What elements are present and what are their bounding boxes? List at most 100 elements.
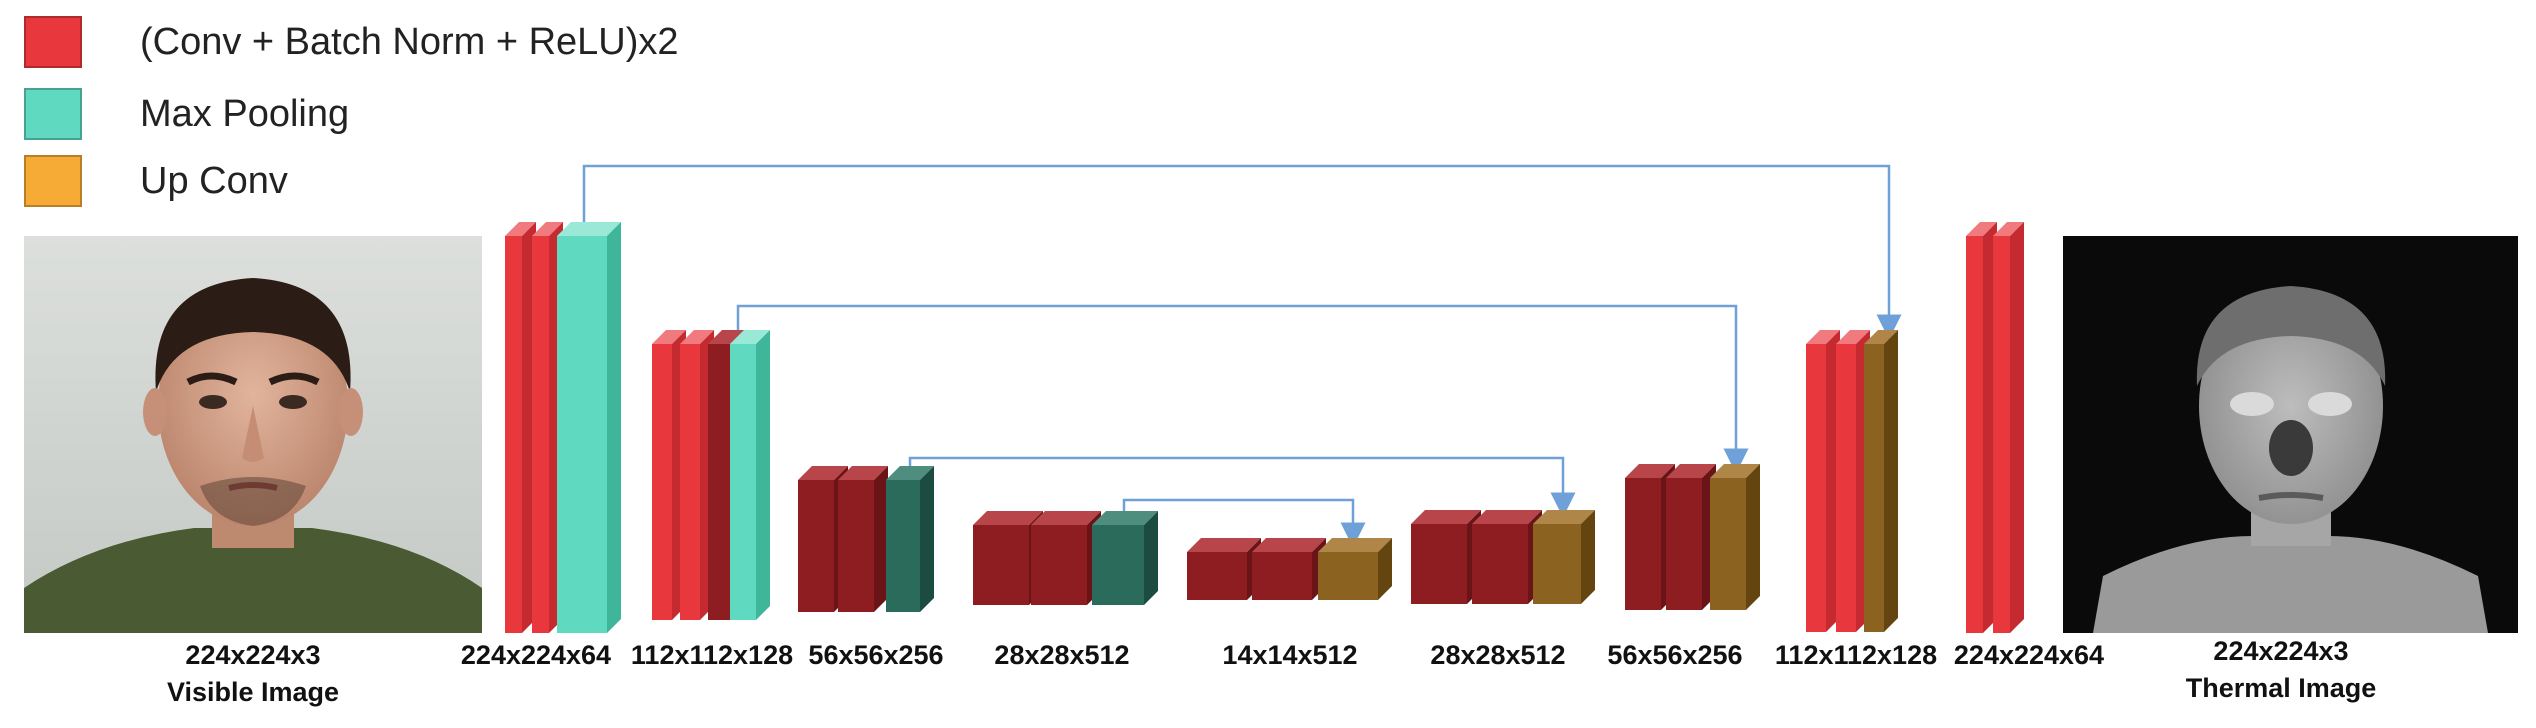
upconv-block-dec4-side-face bbox=[1581, 510, 1595, 604]
maxpool-block-enc1-side-face bbox=[607, 222, 621, 633]
stage-label-enc-3: 56x56x256 bbox=[808, 640, 944, 670]
maxpool-block-enc3-front-face bbox=[886, 480, 920, 612]
legend-label-maxpool: Max Pooling bbox=[140, 92, 350, 135]
stage-label-enc-2: 112x112x128 bbox=[630, 640, 794, 670]
stage-label-enc-1: 224x224x64 bbox=[460, 640, 612, 670]
conv-block-bottleneck-b-front-face bbox=[1252, 552, 1312, 600]
maxpool-block-enc1-front-face bbox=[557, 236, 607, 633]
conv-block-enc3-b bbox=[838, 466, 888, 612]
conv-block-dec4-b-front-face bbox=[1472, 524, 1528, 604]
feature-blocks bbox=[505, 222, 2024, 633]
conv-swatch-icon bbox=[24, 16, 82, 68]
conv-block-enc2-a-top-face bbox=[652, 330, 686, 344]
conv-block-enc1-a bbox=[505, 222, 536, 633]
stage-label-dec-4: 28x28x512 bbox=[1430, 640, 1566, 670]
conv-block-enc1-a-top-face bbox=[505, 222, 536, 236]
upconv-block-bottleneck-front-face bbox=[1318, 552, 1378, 600]
conv-block-bottleneck-b bbox=[1252, 538, 1326, 600]
maxpool-block-enc3 bbox=[886, 466, 934, 612]
conv-block-enc4-b-front-face bbox=[1031, 525, 1087, 605]
maxpool-block-enc2-top-face bbox=[730, 330, 770, 344]
conv-block-dec4-a bbox=[1411, 510, 1481, 604]
conv-block-dec1-a bbox=[1966, 222, 1997, 633]
conv-block-dec1-b-front-face bbox=[1993, 236, 2010, 633]
conv-block-enc3-a-front-face bbox=[798, 480, 834, 612]
conv-block-enc3-a-top-face bbox=[798, 466, 848, 480]
conv-block-enc2-b-front-face bbox=[680, 344, 700, 620]
maxpool-block-enc4-front-face bbox=[1092, 525, 1144, 605]
conv-block-bottleneck-b-top-face bbox=[1252, 538, 1326, 552]
skip-connection-stage2 bbox=[736, 304, 1749, 474]
conv-block-enc2-b-top-face bbox=[680, 330, 714, 344]
conv-block-dec4-a-top-face bbox=[1411, 510, 1481, 524]
conv-block-enc4-a-top-face bbox=[973, 511, 1043, 525]
conv-block-bottleneck-a-front-face bbox=[1187, 552, 1247, 600]
visible-image-caption: 224x224x3 Visible Image bbox=[153, 637, 353, 711]
conv-block-dec1-a-front-face bbox=[1966, 236, 1983, 633]
maxpool-block-enc2 bbox=[730, 330, 770, 620]
visible-image-size: 224x224x3 bbox=[185, 640, 321, 670]
maxpool-block-enc3-top-face bbox=[886, 466, 934, 480]
conv-block-enc3-a bbox=[798, 466, 848, 612]
upconv-block-dec4-top-face bbox=[1533, 510, 1595, 524]
conv-block-enc4-b-top-face bbox=[1031, 511, 1101, 525]
upconv-block-dec2-front-face bbox=[1864, 344, 1884, 632]
upconv-block-dec2-side-face bbox=[1884, 330, 1898, 632]
skip-connections bbox=[582, 164, 1902, 548]
stage-label-dec-1: 224x224x64 bbox=[1953, 640, 2105, 670]
upconv-block-dec2 bbox=[1864, 330, 1898, 632]
maxpool-block-enc3-side-face bbox=[920, 466, 934, 612]
conv-block-dec1-b-top-face bbox=[1993, 222, 2024, 236]
upconv-block-dec4-front-face bbox=[1533, 524, 1581, 604]
stage-label-dec-2: 112x112x128 bbox=[1774, 640, 1938, 670]
skip-connection-stage4 bbox=[1122, 498, 1366, 548]
maxpool-block-enc1-top-face bbox=[557, 222, 621, 236]
upconv-swatch-icon bbox=[24, 155, 82, 207]
conv-block-dec1-b bbox=[1993, 222, 2024, 633]
upconv-block-dec2-top-face bbox=[1864, 330, 1898, 344]
upconv-block-bottleneck-side-face bbox=[1378, 538, 1392, 600]
legend-label-conv: (Conv + Batch Norm + ReLU)x2 bbox=[140, 20, 679, 63]
visible-image bbox=[24, 236, 482, 633]
skip-connection-stage1 bbox=[582, 164, 1902, 340]
conv-block-enc2-c-front-face bbox=[708, 344, 730, 620]
maxpool-block-enc4-top-face bbox=[1092, 511, 1158, 525]
conv-block-dec3-a-front-face bbox=[1625, 478, 1661, 610]
maxpool-block-enc4 bbox=[1092, 511, 1158, 605]
conv-block-enc1-a-front-face bbox=[505, 236, 522, 633]
conv-block-dec4-a-front-face bbox=[1411, 524, 1467, 604]
conv-block-dec3-b bbox=[1666, 464, 1716, 610]
conv-block-dec2-b-top-face bbox=[1836, 330, 1870, 344]
legend-label-upconv: Up Conv bbox=[140, 159, 288, 202]
legend-item-conv: (Conv + Batch Norm + ReLU)x2 bbox=[24, 16, 679, 68]
conv-block-dec2-a-top-face bbox=[1806, 330, 1840, 344]
skip-connection-stage3 bbox=[908, 456, 1576, 518]
conv-block-enc3-b-top-face bbox=[838, 466, 888, 480]
stage-label-dec-3: 56x56x256 bbox=[1607, 640, 1743, 670]
conv-block-dec3-b-top-face bbox=[1666, 464, 1716, 478]
upconv-block-dec3 bbox=[1710, 464, 1760, 610]
thermal-image bbox=[2063, 236, 2518, 633]
conv-block-dec3-b-front-face bbox=[1666, 478, 1702, 610]
conv-block-dec1-b-side-face bbox=[2010, 222, 2024, 633]
visible-face-illustration bbox=[24, 236, 482, 633]
thermal-image-caption: 224x224x3 Thermal Image bbox=[2181, 633, 2381, 707]
conv-block-enc1-b-front-face bbox=[532, 236, 549, 633]
upconv-block-dec3-side-face bbox=[1746, 464, 1760, 610]
upconv-block-bottleneck-top-face bbox=[1318, 538, 1392, 552]
upconv-block-dec3-front-face bbox=[1710, 478, 1746, 610]
upconv-block-bottleneck bbox=[1318, 538, 1392, 600]
conv-block-enc2-c-top-face bbox=[708, 330, 744, 344]
conv-block-enc2-a-front-face bbox=[652, 344, 672, 620]
conv-block-dec1-a-top-face bbox=[1966, 222, 1997, 236]
maxpool-block-enc2-front-face bbox=[730, 344, 756, 620]
legend-item-maxpool: Max Pooling bbox=[24, 88, 349, 140]
conv-block-dec2-a-front-face bbox=[1806, 344, 1826, 632]
thermal-face-illustration bbox=[2063, 236, 2518, 633]
thermal-image-size: 224x224x3 bbox=[2213, 636, 2349, 666]
conv-block-dec3-a-top-face bbox=[1625, 464, 1675, 478]
conv-block-dec4-b-top-face bbox=[1472, 510, 1542, 524]
thermal-image-name: Thermal Image bbox=[2185, 673, 2377, 703]
maxpool-block-enc4-side-face bbox=[1144, 511, 1158, 605]
